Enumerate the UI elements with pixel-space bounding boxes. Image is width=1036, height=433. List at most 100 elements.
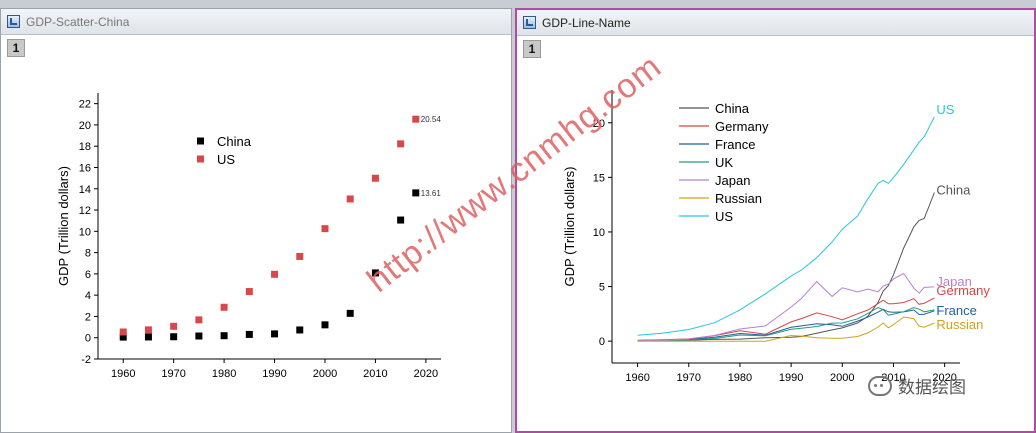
y-tick-label: 16 [79,162,91,174]
series-end-label: Germany [936,283,990,298]
x-tick-label: 2020 [932,372,956,384]
x-tick-label: 2010 [363,368,387,380]
series-line-russian [637,316,935,342]
legend-label: UK [715,155,733,170]
x-tick-label: 2000 [313,368,337,380]
legend-label: China [217,134,252,149]
y-tick-label: 20 [593,118,605,130]
data-point-china [397,216,405,224]
y-tick-label: 10 [79,226,91,238]
y-tick-label: 0 [599,336,605,348]
x-tick-label: 1990 [262,368,286,380]
legend-label: Russian [715,191,762,206]
legend-label: France [715,137,755,152]
y-tick-label: 4 [85,290,91,302]
x-tick-label: 2000 [830,372,854,384]
scatter-layer-tab[interactable]: 1 [7,39,25,57]
wechat-label: 数据绘图 [898,378,966,397]
series-end-label: France [936,303,976,318]
scatter-window-title: GDP-Scatter-China [26,14,130,29]
x-tick-label: 2020 [414,368,438,380]
legend-marker [197,155,204,163]
y-axis-title: GDP (Trillion dollars) [56,166,71,286]
data-point-us [195,316,203,324]
x-tick-label: 1980 [728,372,752,384]
series-line-japan [637,272,935,342]
line-layer-tab[interactable]: 1 [523,40,541,58]
y-tick-label: 2 [85,311,91,323]
y-tick-label: 20 [79,120,91,132]
data-point-china [220,332,228,340]
data-point-us [296,252,304,260]
series-end-label: US [936,102,954,117]
x-tick-label: 1990 [779,372,803,384]
data-point-china [346,309,354,317]
data-point-us [397,140,405,148]
wechat-icon [868,375,892,396]
graph-window-icon [7,15,20,28]
data-point-china [245,330,253,338]
y-tick-label: 8 [85,248,91,260]
data-point-china [412,189,420,197]
graph-window-icon [523,16,536,29]
data-point-china [170,333,178,341]
y-tick-label: 5 [599,282,605,294]
data-point-china [296,326,304,334]
scatter-graph-window[interactable]: GDP-Scatter-China 1 -2 0 2 4 6 8 10 12 14 16 18 20 2… [0,8,512,433]
legend-label: US [217,152,235,167]
data-label: 20.54 [421,115,442,124]
legend-label: Germany [715,119,769,134]
scatter-window-titlebar[interactable]: GDP-Scatter-China [1,9,511,35]
x-tick-label: 1980 [212,368,236,380]
data-point-us [119,328,127,336]
data-point-us [170,322,178,330]
series-end-label: Japan [936,274,971,289]
line-window-titlebar[interactable]: GDP-Line-Name [517,10,1034,36]
y-tick-label: 0 [85,333,91,345]
y-tick-label: -2 [81,354,91,366]
y-tick-label: 14 [79,184,91,196]
series-line-china [637,192,935,341]
data-point-china [371,269,379,277]
data-point-china [119,333,127,341]
x-tick-label: 1970 [161,368,185,380]
y-axis-title: GDP (Trillion dollars) [562,167,577,287]
series-end-label: Russian [936,317,983,332]
data-point-us [412,115,420,123]
wechat-badge: 数据绘图 [868,373,966,398]
data-point-us [144,326,152,334]
series-line-germany [637,297,935,341]
line-window-title: GDP-Line-Name [542,15,631,30]
legend-label: US [715,209,733,224]
series-end-label: China [936,183,971,198]
series-line-uk [637,306,935,341]
data-point-us [245,288,253,296]
y-tick-label: 12 [79,205,91,217]
data-label: 13.61 [421,189,442,198]
y-tick-label: 6 [85,269,91,281]
y-tick-label: 22 [79,99,91,111]
x-tick-label: 1970 [677,372,701,384]
line-graph-window[interactable]: GDP-Line-Name 1 0 5 10 15 20 1960 1970 1980 1990… [515,8,1036,433]
y-tick-label: 18 [79,141,91,153]
data-point-us [371,174,379,182]
series-line-us [637,116,935,336]
x-tick-label: 1960 [111,368,135,380]
y-tick-label: 15 [593,172,605,184]
legend-label: Japan [715,173,750,188]
data-point-china [271,330,279,338]
data-point-china [321,321,329,329]
series-line-france [637,308,935,341]
scatter-plot: -2 0 2 4 6 8 10 12 14 16 18 20 22 1960 1970 1980 1990 200… [56,93,442,380]
data-point-china [144,333,152,341]
data-point-us [271,270,279,278]
legend-marker [197,137,204,145]
data-point-us [346,195,354,203]
legend-label: China [715,101,750,116]
y-tick-label: 10 [593,227,605,239]
x-tick-label: 1960 [625,372,649,384]
data-point-us [321,225,329,233]
data-point-us [220,303,228,311]
data-point-china [195,332,203,340]
